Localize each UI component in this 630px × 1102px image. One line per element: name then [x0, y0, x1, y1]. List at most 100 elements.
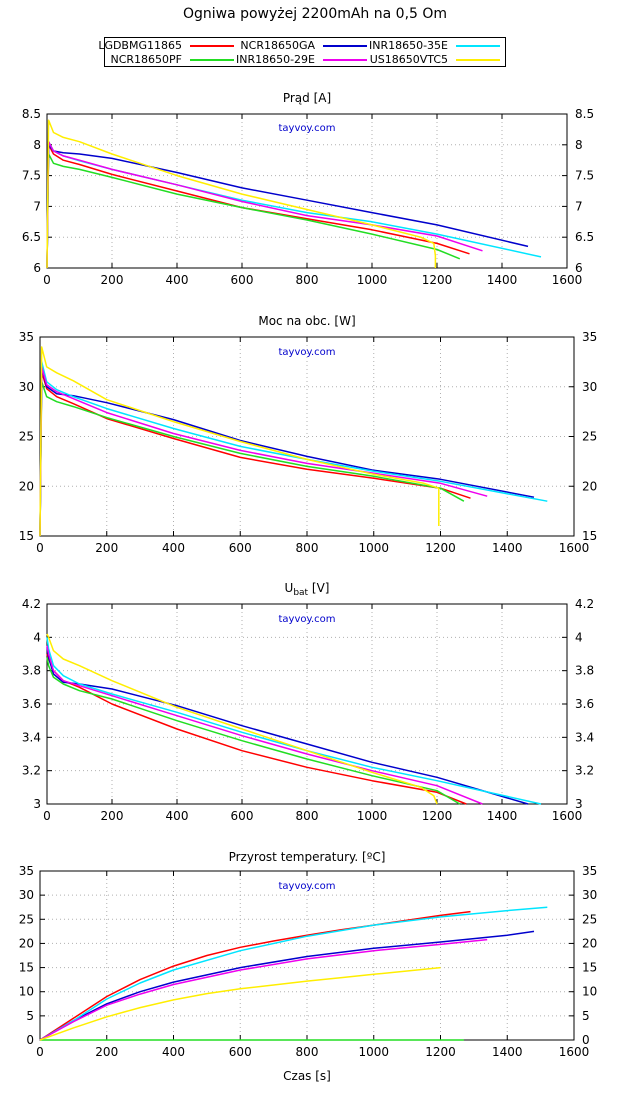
x-tick-label: 600: [229, 1045, 252, 1059]
y-tick-label: 5: [26, 1009, 34, 1023]
x-tick-label: 1600: [559, 1045, 590, 1059]
y-tick-label-right: 30: [582, 888, 597, 902]
x-tick-label: 1400: [487, 809, 518, 823]
legend-label: LGDBMG11865: [98, 39, 182, 52]
y-tick-label-right: 35: [582, 864, 597, 878]
legend-swatch: [456, 45, 500, 47]
y-tick-label: 20: [19, 479, 34, 493]
y-tick-label-right: 15: [582, 529, 597, 543]
legend-item: LGDBMG11865: [98, 39, 240, 53]
y-tick-label-right: 15: [582, 961, 597, 975]
series-line-lgdbmg11865: [46, 144, 470, 269]
x-tick-label: 1200: [422, 809, 453, 823]
y-tick-label-right: 8.5: [575, 107, 594, 121]
y-tick-label: 6.5: [22, 230, 41, 244]
x-tick-label: 0: [36, 1045, 44, 1059]
y-tick-label-right: 3.2: [575, 764, 594, 778]
series-line-inr18650-29e: [46, 645, 483, 805]
y-tick-label: 3.2: [22, 764, 41, 778]
x-tick-label: 1400: [492, 1045, 523, 1059]
x-tick-label: 200: [95, 541, 118, 555]
panel-title: Ubat [V]: [285, 581, 330, 598]
y-tick-label-right: 5: [582, 1009, 590, 1023]
series-line-us18650vtc5: [39, 346, 440, 537]
legend-label: US18650VTC5: [369, 53, 448, 66]
x-tick-label: 1000: [358, 1045, 389, 1059]
legend-label: NCR18650PF: [110, 53, 182, 66]
y-tick-label-right: 0: [582, 1033, 590, 1047]
y-tick-label-right: 7.5: [575, 169, 594, 183]
y-tick-label-right: 3.8: [575, 664, 594, 678]
series-line-inr18650-29e: [46, 140, 483, 269]
x-tick-label: 1200: [422, 273, 453, 287]
series-line-lgdbmg11865: [39, 910, 471, 1041]
x-tick-label: 0: [43, 809, 51, 823]
y-tick-label-right: 3.6: [575, 697, 594, 711]
watermark: tayvoy.com: [278, 614, 335, 625]
series-line-inr18650-29e: [39, 938, 488, 1041]
y-tick-label-right: 25: [582, 912, 597, 926]
x-tick-label: 400: [162, 541, 185, 555]
y-tick-label: 10: [19, 985, 34, 999]
panel-title: Przyrost temperatury. [ºC]: [229, 850, 386, 864]
y-tick-label: 35: [19, 330, 34, 344]
legend-swatch: [190, 45, 234, 47]
legend-swatch: [323, 45, 367, 47]
legend-swatch: [323, 59, 367, 61]
series-line-ncr18650pf: [39, 381, 465, 537]
panel-title: Moc na obc. [W]: [258, 314, 355, 328]
y-tick-label-right: 3: [575, 797, 583, 811]
series-line-ncr18650pf: [46, 657, 461, 805]
x-tick-label: 800: [296, 809, 319, 823]
x-tick-label: 1200: [425, 541, 456, 555]
y-tick-label: 6: [33, 261, 41, 275]
y-tick-label: 25: [19, 912, 34, 926]
panel-title-suffix: [V]: [308, 581, 329, 595]
y-tick-label: 8.5: [22, 107, 41, 121]
x-tick-label: 1600: [552, 273, 583, 287]
series-line-ncr18650pf: [46, 153, 461, 269]
x-tick-label: 1000: [357, 809, 388, 823]
y-tick-label-right: 20: [582, 936, 597, 950]
y-tick-label: 4: [33, 630, 41, 644]
x-tick-label: 600: [229, 541, 252, 555]
y-tick-label: 8: [33, 138, 41, 152]
y-tick-label: 20: [19, 936, 34, 950]
panel-title-subscript: bat: [293, 588, 308, 598]
series-line-inr18650-29e: [39, 366, 488, 537]
panel-title: Prąd [A]: [283, 91, 331, 105]
x-tick-label: 1600: [552, 809, 583, 823]
y-tick-label-right: 3.4: [575, 730, 594, 744]
y-tick-label: 3: [33, 797, 41, 811]
y-tick-label-right: 25: [582, 430, 597, 444]
legend-item: INR18650-35E: [369, 39, 506, 53]
legend-label: INR18650-29E: [235, 53, 315, 66]
legend-item: NCR18650GA: [240, 39, 373, 53]
x-tick-label: 600: [231, 273, 254, 287]
legend-swatch: [190, 59, 234, 61]
x-tick-label: 800: [296, 541, 319, 555]
x-tick-label: 600: [231, 809, 254, 823]
y-tick-label: 15: [19, 961, 34, 975]
series-line-us18650vtc5: [46, 119, 437, 269]
series-line-inr18650-35e: [39, 361, 548, 537]
series-line-ncr18650ga: [39, 366, 535, 537]
y-tick-label-right: 8: [575, 138, 583, 152]
y-tick-label: 0: [26, 1033, 34, 1047]
series-line-ncr18650ga: [39, 930, 535, 1041]
y-tick-label-right: 30: [582, 380, 597, 394]
x-tick-label: 0: [36, 541, 44, 555]
legend: LGDBMG11865 NCR18650GA INR18650-35E NCR1…: [98, 37, 506, 67]
series-line-inr18650-35e: [39, 906, 548, 1041]
y-tick-label-right: 6: [575, 261, 583, 275]
x-tick-label: 800: [296, 273, 319, 287]
y-tick-label: 30: [19, 380, 34, 394]
x-tick-label: 1000: [357, 273, 388, 287]
y-tick-label-right: 35: [582, 330, 597, 344]
watermark: tayvoy.com: [278, 881, 335, 892]
y-tick-label-right: 7: [575, 199, 583, 213]
